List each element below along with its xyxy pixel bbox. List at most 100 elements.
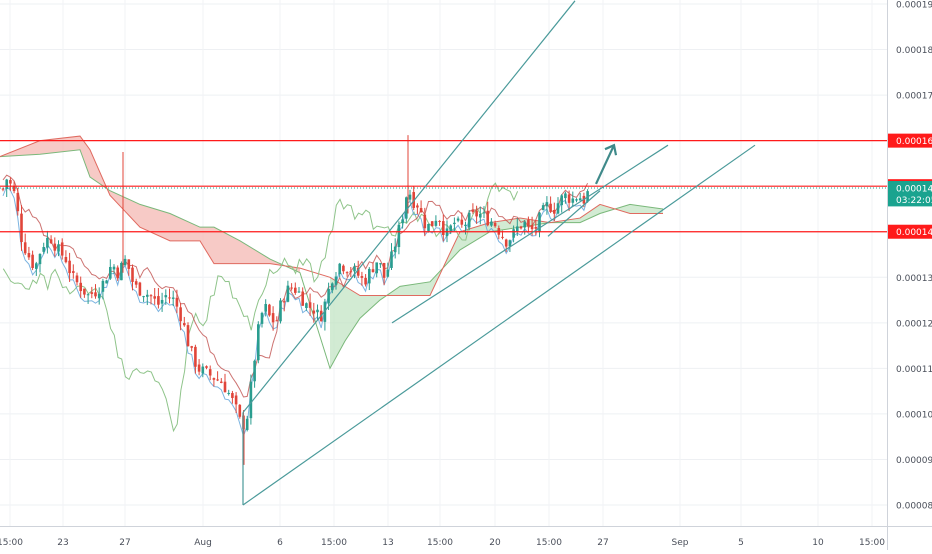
- candle: [216, 371, 219, 382]
- candle-body: [1, 188, 5, 190]
- candle-body: [408, 194, 412, 200]
- candle-body: [79, 282, 82, 292]
- candle: [282, 298, 286, 312]
- candle-body: [60, 242, 64, 256]
- price-badge-label: 0.0001400: [896, 228, 932, 238]
- candle: [368, 267, 371, 291]
- candle: [575, 198, 578, 203]
- candle: [112, 264, 116, 274]
- candle: [375, 262, 378, 278]
- candle-body: [282, 301, 286, 303]
- candle-body: [434, 220, 438, 226]
- time-tick-label: 5: [738, 538, 744, 548]
- candle: [253, 359, 256, 388]
- candle-body: [305, 303, 308, 308]
- candle-body: [423, 214, 427, 229]
- candle-body: [231, 393, 234, 398]
- candle-body: [560, 195, 563, 206]
- candle: [186, 322, 190, 347]
- price-badge-label: 03:22:05: [896, 196, 932, 206]
- kijun-sen: [2, 174, 589, 398]
- candle-body: [120, 262, 123, 281]
- candle: [264, 299, 267, 317]
- price-tick-label: 0.0001200: [896, 319, 932, 329]
- candle: [238, 404, 242, 419]
- trendline: [547, 190, 601, 237]
- time-tick-label: 15:00: [859, 538, 885, 548]
- candle-body: [27, 253, 31, 258]
- projection-arrow-head: [604, 143, 618, 156]
- candle-body: [405, 197, 408, 219]
- candle-body: [142, 296, 145, 298]
- candle: [153, 287, 156, 305]
- candle-body: [334, 276, 338, 285]
- candle-body: [35, 263, 38, 269]
- price-tick-label: 0.0000900: [896, 456, 932, 466]
- candle: [168, 288, 171, 304]
- candle-body: [149, 295, 153, 297]
- candle-body: [279, 300, 282, 322]
- candle: [516, 218, 519, 236]
- candle: [42, 242, 45, 254]
- candle-body: [90, 292, 94, 294]
- candle: [75, 272, 79, 286]
- time-tick-label: Sep: [672, 538, 689, 548]
- candle: [134, 278, 138, 288]
- candle-body: [175, 297, 179, 307]
- candle-body: [290, 287, 293, 289]
- candle-body: [260, 312, 264, 324]
- candle: [271, 306, 275, 331]
- price-badge-bg: [888, 192, 932, 207]
- candle-body: [16, 192, 20, 212]
- candle-body: [257, 324, 260, 361]
- candle-body: [390, 251, 393, 268]
- candle: [257, 321, 260, 364]
- candle-body: [427, 223, 430, 231]
- candle-body: [368, 268, 371, 284]
- candle-body: [464, 224, 467, 227]
- candle-body: [493, 222, 497, 227]
- candle: [560, 194, 563, 213]
- candle-body: [197, 364, 201, 372]
- candle-body: [275, 320, 279, 322]
- candle: [245, 415, 249, 432]
- candle-body: [297, 291, 301, 293]
- candle-body: [571, 198, 575, 203]
- price-tick-label: 0.0001300: [896, 274, 932, 284]
- candle: [131, 264, 134, 291]
- candle-body: [471, 210, 475, 212]
- candle-body: [401, 219, 404, 224]
- candle: [430, 221, 434, 227]
- candle-body: [68, 260, 71, 274]
- candle: [427, 223, 430, 233]
- price-tick-label: 0.0001900: [896, 1, 932, 11]
- candle-body: [220, 381, 223, 383]
- candle-body: [379, 263, 382, 265]
- candle: [442, 214, 445, 242]
- candle-body: [538, 212, 541, 232]
- candle-body: [438, 220, 441, 222]
- candle-body: [57, 244, 60, 252]
- candle-body: [72, 271, 75, 273]
- time-tick-label: 15:00: [321, 538, 347, 548]
- candle-body: [393, 246, 397, 253]
- candle: [116, 265, 119, 281]
- candle-body: [564, 193, 567, 199]
- candle-body: [127, 259, 131, 269]
- candle-body: [301, 291, 304, 306]
- candle: [379, 263, 382, 268]
- candle: [120, 261, 123, 281]
- candle: [508, 239, 512, 252]
- candle-body: [327, 288, 330, 304]
- candle-body: [512, 229, 515, 238]
- time-tick-label: 15:00: [0, 538, 23, 548]
- candle-body: [375, 262, 378, 274]
- candle: [464, 221, 467, 235]
- candle: [220, 378, 223, 384]
- candle-body: [249, 381, 253, 419]
- candle: [434, 215, 438, 227]
- candle: [471, 203, 475, 214]
- candle-body: [578, 198, 582, 201]
